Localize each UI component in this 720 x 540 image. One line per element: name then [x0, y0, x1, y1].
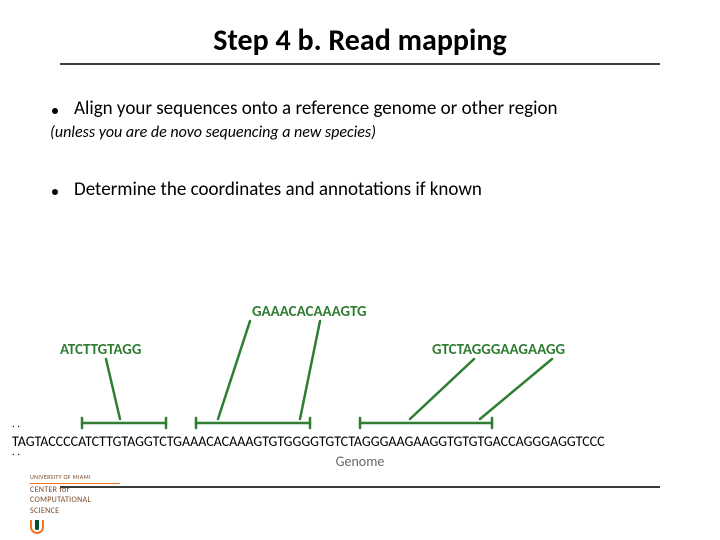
footer-line: COMPUTATIONAL — [30, 496, 120, 505]
bullet-text: Determine the coordinates and annotation… — [74, 178, 482, 202]
read-mapping-diagram: ATCTTGTAGG GAAACACAAAGTG GTCTAGGGAAGAAGG .… — [0, 285, 720, 475]
bullet-item: Align your sequences onto a reference ge… — [40, 97, 680, 121]
genome-label: Genome — [0, 453, 720, 470]
bullet-dot-icon — [52, 189, 58, 195]
read-label: ATCTTGTAGG — [60, 341, 141, 359]
bullet-dot-icon — [52, 108, 58, 114]
note-text: (unless you are de novo sequencing a new… — [50, 123, 680, 142]
bottom-rule — [60, 486, 660, 488]
read-label: GAAACACAAAGTG — [252, 303, 367, 321]
content-area: Align your sequences onto a reference ge… — [0, 65, 720, 202]
bullet-item: Determine the coordinates and annotation… — [40, 178, 680, 202]
bullet-text: Align your sequences onto a reference ge… — [74, 97, 557, 121]
ellipsis: . . — [12, 417, 20, 430]
page-title: Step 4 b. Read mapping — [213, 22, 506, 59]
footer-line: UNIVERSITY OF MIAMI — [30, 474, 120, 481]
footer-logo-block: UNIVERSITY OF MIAMI CENTER for COMPUTATI… — [30, 474, 120, 534]
footer-rule — [30, 483, 120, 484]
u-logo-icon — [30, 520, 120, 534]
genome-sequence: TAGTACCCCATCTTGTAGGTCTGAAACACAAAGTGTGGGG… — [12, 433, 605, 450]
title-section: Step 4 b. Read mapping — [0, 0, 720, 65]
footer-line: SCIENCE — [30, 507, 120, 516]
footer-line: CENTER for — [30, 486, 120, 495]
read-label: GTCTAGGGAAGAAGG — [432, 341, 565, 359]
